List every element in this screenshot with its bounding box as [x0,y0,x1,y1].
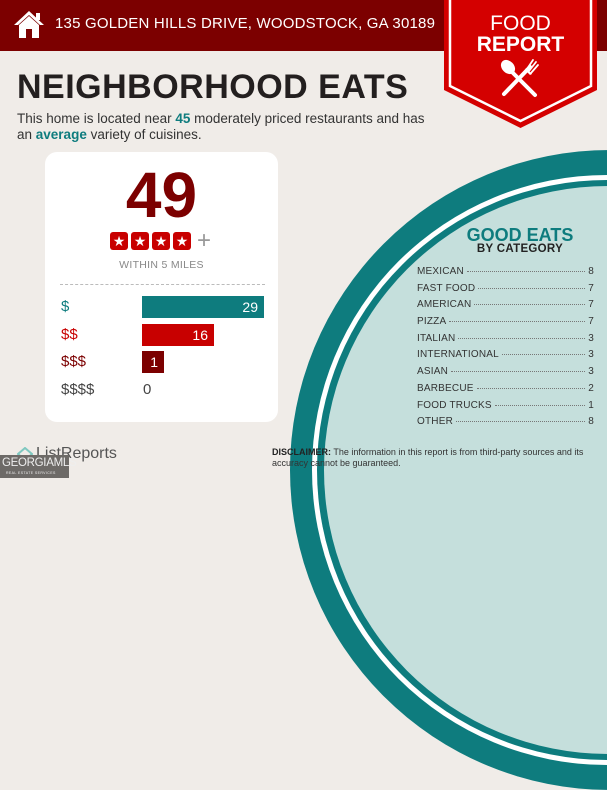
food-report-badge [444,0,597,128]
price-bar: 1 [142,351,164,373]
price-label: $$$ [61,353,87,370]
price-bar: 16 [142,324,214,346]
category-row: FAST FOOD 7 [417,282,594,294]
price-label: $ [61,298,70,315]
category-row: FOOD TRUCKS 1 [417,399,594,411]
disclaimer: DISCLAIMER: The information in this repo… [272,447,584,468]
total-restaurant-count: 49 [125,159,198,231]
category-row: INTERNATIONAL 3 [417,349,594,361]
price-label: $$ [61,326,78,343]
category-row: BARBECUE 2 [417,382,594,394]
page-title: NEIGHBORHOOD EATS [17,68,409,106]
category-row: AMERICAN 7 [417,299,594,311]
home-icon [14,11,44,38]
variety-highlight: average [35,127,87,142]
category-title: GOOD EATS [466,225,574,245]
property-address: 135 GOLDEN HILLS DRIVE, WOODSTOCK, GA 30… [55,15,436,32]
star-icon: ★ [110,232,128,250]
restaurant-count-highlight: 45 [175,111,191,126]
rating-stars: ★ ★ ★ ★ [110,232,191,250]
price-bar: 29 [142,296,264,318]
georgia-mls-logo: GEORGIAMLS REAL ESTATE SERVICES [0,455,77,478]
summary-card [45,152,278,422]
badge-line2: REPORT [476,33,565,56]
category-row: PIZZA 7 [417,316,594,328]
category-row: ITALIAN 3 [417,332,594,344]
price-value: 0 [143,381,152,398]
star-icon: ★ [173,232,191,250]
card-divider [60,284,265,285]
category-list: MEXICAN 8 FAST FOOD 7 AMERICAN 7 PIZZA 7 ITA… [417,266,594,433]
category-row: MEXICAN 8 [417,266,594,277]
category-row: OTHER 8 [417,416,594,428]
utensils-icon [500,59,539,97]
price-label: $$$$ [61,381,95,398]
category-row: ASIAN 3 [417,366,594,378]
category-subtitle: BY CATEGORY [476,243,564,255]
rating-plus: + [197,227,212,254]
intro-text: This home is located near 45 moderately … [17,111,425,142]
radius-label: WITHIN 5 MILES [119,259,204,271]
star-icon: ★ [152,232,170,250]
badge-line1: FOOD [490,12,551,35]
star-icon: ★ [131,232,149,250]
